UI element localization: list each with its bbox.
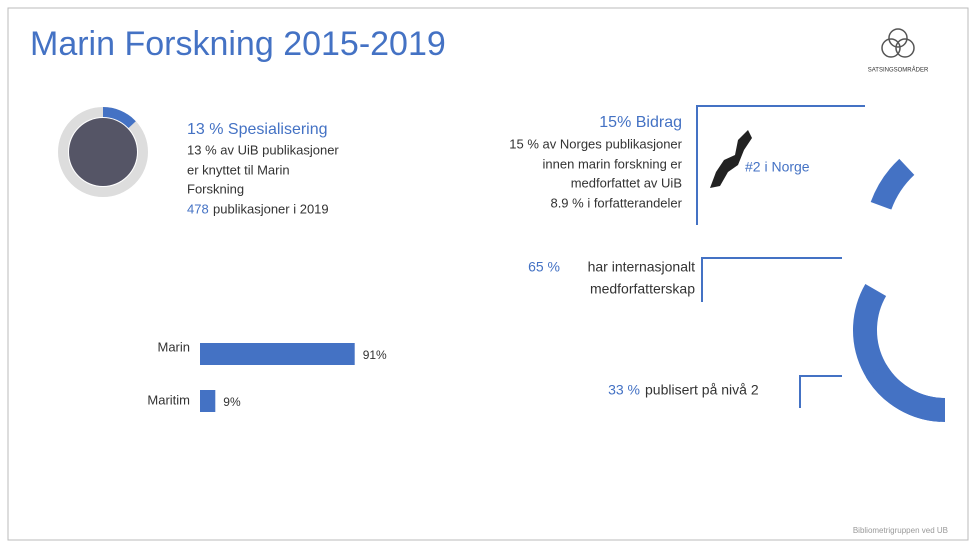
- bracket: [701, 257, 842, 302]
- bar: [200, 390, 216, 412]
- bar: [200, 343, 355, 365]
- footer: Bibliometrigruppen ved UB: [853, 526, 948, 535]
- slide-frame: [7, 7, 969, 541]
- intl-line: har internasjonalt: [588, 259, 696, 275]
- bar-value: 91%: [363, 348, 387, 362]
- spec-heading: 13 % Spesialisering: [187, 121, 328, 138]
- bar-label: Maritim: [147, 392, 190, 407]
- contrib-line: medforfattet av UiB: [571, 175, 682, 190]
- intl-line: medforfatterskap: [590, 281, 695, 297]
- spec-count-text: publikasjoner i 2019: [213, 201, 329, 216]
- contrib-line: 8.9 % i forfatterandeler: [550, 195, 682, 210]
- spec-count: 478: [187, 201, 209, 216]
- arc: [865, 364, 946, 422]
- contrib-line: 15 % av Norges publikasjoner: [509, 136, 682, 151]
- title: Marin Forskning 2015-2019: [30, 25, 446, 63]
- contrib-line: innen marin forskning er: [543, 156, 683, 171]
- bar-value: 9%: [223, 395, 241, 409]
- photo: [69, 118, 137, 186]
- bar-label: Marin: [157, 339, 190, 354]
- logo: [881, 28, 915, 58]
- level2-text: publisert på nivå 2: [645, 382, 759, 398]
- bracket: [799, 375, 842, 408]
- norway-map: [710, 130, 752, 188]
- contrib-heading: 15% Bidrag: [599, 114, 682, 131]
- rank: #2 i Norge: [745, 159, 810, 175]
- spec-line: Forskning: [187, 181, 244, 196]
- logo-text: SATSINGSOMRÅDER: [868, 67, 929, 74]
- arc: [102, 107, 136, 129]
- spec-line: er knyttet til Marin: [187, 162, 290, 177]
- arc: [870, 158, 915, 210]
- spec-line: 13 % av UiB publikasjoner: [187, 142, 339, 157]
- level2-percent: 33 %: [608, 382, 640, 398]
- bracket: [696, 105, 865, 225]
- intl-percent: 65 %: [528, 259, 560, 275]
